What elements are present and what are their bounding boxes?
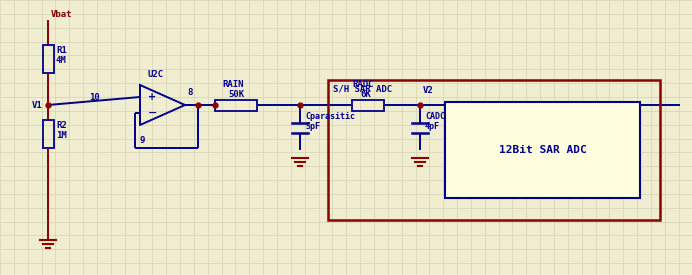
Text: RADC: RADC bbox=[352, 80, 374, 89]
Text: +: + bbox=[148, 92, 156, 102]
Text: Cparasitic: Cparasitic bbox=[305, 112, 355, 121]
Text: 8: 8 bbox=[187, 88, 192, 97]
Text: U2C: U2C bbox=[148, 70, 164, 79]
Text: 9: 9 bbox=[140, 136, 145, 145]
Text: RAIN: RAIN bbox=[222, 80, 244, 89]
Bar bbox=[215, 100, 257, 111]
Text: 12Bit SAR ADC: 12Bit SAR ADC bbox=[499, 145, 586, 155]
Text: R1: R1 bbox=[56, 46, 66, 55]
Bar bbox=[352, 100, 384, 111]
Text: 4pF: 4pF bbox=[425, 122, 440, 131]
Text: S/H SAR ADC: S/H SAR ADC bbox=[333, 85, 392, 94]
Text: V1: V1 bbox=[33, 100, 43, 109]
Text: 10: 10 bbox=[89, 93, 100, 102]
Text: V2: V2 bbox=[423, 86, 434, 95]
Text: R2: R2 bbox=[56, 121, 66, 130]
Bar bbox=[445, 102, 640, 198]
Text: −: − bbox=[148, 108, 157, 118]
Bar bbox=[328, 80, 660, 220]
Text: CADC: CADC bbox=[425, 112, 445, 121]
Text: Vbat: Vbat bbox=[51, 10, 73, 19]
Text: 50K: 50K bbox=[228, 90, 244, 99]
Text: 5pF: 5pF bbox=[305, 122, 320, 131]
Bar bbox=[42, 120, 53, 148]
Text: 4M: 4M bbox=[56, 56, 66, 65]
Text: 1M: 1M bbox=[56, 131, 66, 140]
Bar bbox=[42, 45, 53, 73]
Text: 6K: 6K bbox=[360, 90, 371, 99]
